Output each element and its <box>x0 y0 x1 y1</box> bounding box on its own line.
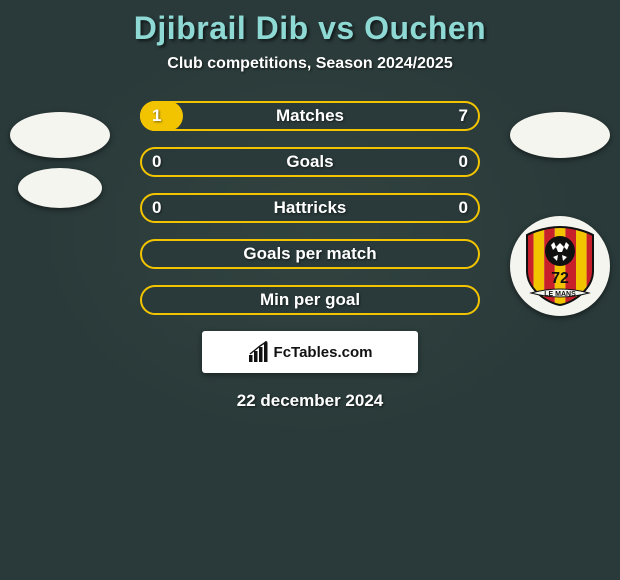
stat-label: Goals <box>140 147 480 177</box>
stats-list: Matches17Goals00Hattricks00Goals per mat… <box>140 101 480 315</box>
stat-row: Goals0 0 <box>140 147 480 177</box>
club-crest: 72 LE MANS <box>510 216 610 316</box>
avatar-placeholder <box>10 112 110 158</box>
brand-icon <box>248 341 270 363</box>
stat-row: Matches1 7 <box>140 101 480 131</box>
stat-value-left: 0 <box>152 193 161 223</box>
stat-row: Goals per match <box>140 239 480 269</box>
svg-text:72: 72 <box>551 270 569 287</box>
stat-value-right: 0 <box>459 193 468 223</box>
stat-label: Min per goal <box>140 285 480 315</box>
avatar-placeholder <box>510 112 610 158</box>
date-text: 22 december 2024 <box>0 391 620 411</box>
club-crest-svg: 72 LE MANS <box>523 225 597 307</box>
page-title: Djibrail Dib vs Ouchen <box>0 10 620 47</box>
player-right-badge: 72 LE MANS <box>510 112 610 212</box>
stat-label: Hattricks <box>140 193 480 223</box>
comparison-card: Djibrail Dib vs Ouchen Club competitions… <box>0 0 620 411</box>
stat-label: Matches <box>140 101 480 131</box>
stat-value-left: 0 <box>152 147 161 177</box>
stat-row: Min per goal <box>140 285 480 315</box>
brand-text: FcTables.com <box>274 344 373 361</box>
subtitle: Club competitions, Season 2024/2025 <box>0 55 620 73</box>
stat-value-left: 1 <box>152 101 161 131</box>
player-left-badge <box>10 112 110 212</box>
brand-box: FcTables.com <box>202 331 418 373</box>
stat-value-right: 0 <box>459 147 468 177</box>
stat-label: Goals per match <box>140 239 480 269</box>
stat-row: Hattricks0 0 <box>140 193 480 223</box>
avatar-placeholder <box>18 168 102 208</box>
svg-text:LE MANS: LE MANS <box>544 291 576 298</box>
stat-value-right: 7 <box>459 101 468 131</box>
